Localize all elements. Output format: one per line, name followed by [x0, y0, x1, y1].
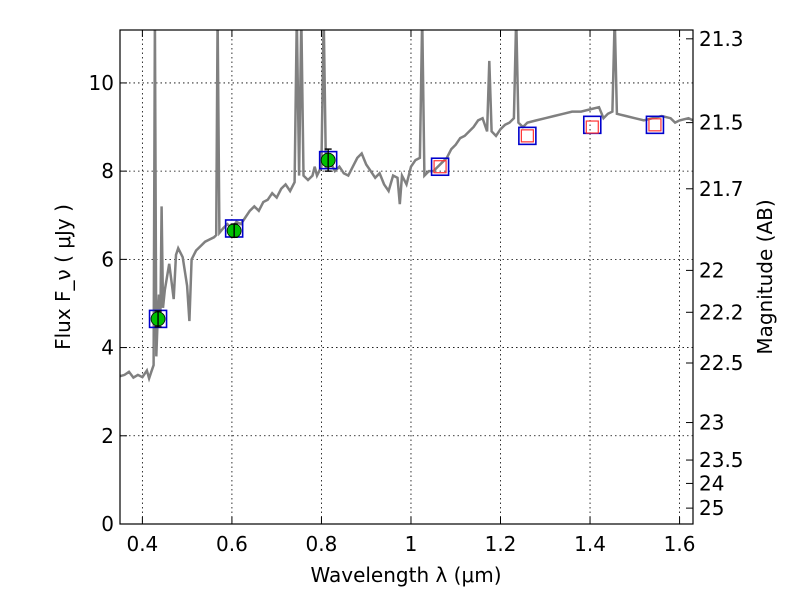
grid-lines [120, 30, 693, 524]
model-photometry [148, 115, 665, 329]
right-tick-label: 22 [699, 258, 724, 282]
right-tick-label: 22.2 [699, 300, 744, 324]
right-tick-label: 21.5 [699, 111, 744, 135]
x-tick-label: 0.6 [216, 532, 248, 556]
y-tick-label: 6 [101, 247, 114, 271]
y-tick-label: 8 [101, 159, 114, 183]
observed-detections [150, 148, 336, 328]
upper-limit-point [648, 118, 662, 132]
model-point [518, 126, 537, 146]
y-tick-label: 0 [101, 512, 114, 536]
x-tick-label: 1 [405, 532, 418, 556]
right-tick-label: 23.5 [699, 448, 744, 472]
x-tick-label: 0.8 [306, 532, 338, 556]
upper-limit-point [433, 160, 447, 174]
y-tick-label: 2 [101, 424, 114, 448]
model-point [430, 157, 450, 177]
right-tick-label: 25 [699, 496, 724, 520]
y-axis-ticks: 0 2 4 6 8 10 [89, 71, 127, 536]
spectrum-line [120, 30, 693, 383]
x-tick-label: 1.2 [485, 532, 517, 556]
x-axis-title: Wavelength λ (μm) [310, 563, 501, 587]
y-tick-label: 10 [89, 71, 114, 95]
upper-limit-point [520, 129, 534, 143]
y-axis-title: Flux F_ν ( μJy ) [51, 204, 75, 350]
x-axis-ticks: 0.4 0.6 0.8 1 1.2 1.4 1.6 [126, 30, 695, 556]
right-tick-label: 21.3 [699, 27, 744, 51]
model-point [645, 115, 665, 135]
upper-limit-point [585, 120, 599, 134]
plot-area [120, 30, 693, 383]
x-tick-label: 1.6 [664, 532, 696, 556]
x-tick-label: 0.4 [126, 532, 158, 556]
right-axis-title: Magnitude (AB) [753, 199, 777, 354]
right-tick-label: 22.5 [699, 351, 744, 375]
y-tick-label: 4 [101, 336, 114, 360]
right-tick-label: 21.7 [699, 177, 744, 201]
observed-upper-limits [433, 118, 662, 174]
plot-frame [119, 29, 694, 525]
right-tick-label: 24 [699, 471, 724, 495]
right-tick-label: 23 [699, 411, 724, 435]
x-tick-label: 1.4 [574, 532, 606, 556]
